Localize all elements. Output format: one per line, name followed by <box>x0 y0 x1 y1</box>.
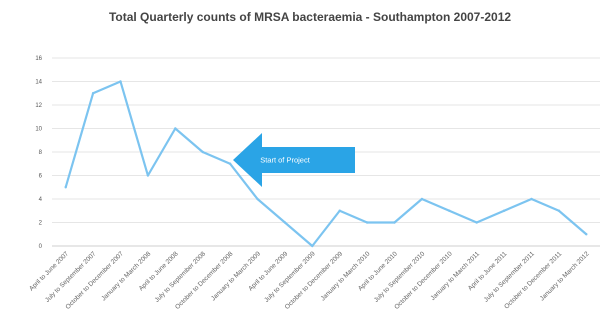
x-tick-label: July to September 2007 <box>44 250 98 304</box>
data-point <box>64 186 67 189</box>
x-tick-label: January to March 2011 <box>429 250 481 302</box>
y-axis-ticks: 0 2 4 6 8 10 12 14 16 <box>35 56 42 250</box>
x-tick-label: July to September 2010 <box>373 250 427 304</box>
y-tick-label: 6 <box>39 174 43 180</box>
data-point <box>448 209 451 212</box>
data-point <box>557 209 561 212</box>
data-point <box>420 197 424 201</box>
y-tick-label: 8 <box>39 150 43 156</box>
y-tick-label: 16 <box>35 56 42 62</box>
data-point <box>201 150 204 154</box>
data-point <box>91 92 95 95</box>
annotation-layer: Start of Project <box>233 133 355 187</box>
x-tick-label: January to March 2010 <box>320 250 372 302</box>
annotation-arrow <box>233 133 355 187</box>
data-point <box>585 233 588 236</box>
data-point <box>283 221 287 224</box>
data-point <box>119 80 122 83</box>
chart-title: Total Quarterly counts of MRSA bacteraem… <box>108 10 512 24</box>
data-point <box>530 197 533 201</box>
data-point <box>338 209 341 212</box>
x-tick-label: July to September 2009 <box>263 250 317 304</box>
x-tick-label: January to March 2012 <box>539 250 591 302</box>
series-layer <box>64 80 588 248</box>
data-point <box>311 244 314 248</box>
data-point <box>365 221 369 224</box>
data-point <box>502 209 506 212</box>
x-tick-label: July to September 2008 <box>154 250 208 304</box>
y-tick-label: 12 <box>35 103 42 109</box>
y-tick-label: 0 <box>39 244 43 250</box>
y-tick-label: 14 <box>35 80 42 86</box>
data-point <box>475 221 478 224</box>
x-tick-label: January to March 2008 <box>100 250 152 302</box>
y-tick-label: 4 <box>39 197 43 203</box>
data-point <box>146 174 150 177</box>
x-tick-label: January to March 2009 <box>210 250 262 302</box>
data-point <box>174 127 177 130</box>
annotation-text: Start of Project <box>260 156 311 165</box>
data-point <box>393 221 396 224</box>
y-tick-label: 10 <box>35 127 42 133</box>
x-tick-label: July to September 2011 <box>483 250 536 303</box>
data-point <box>228 162 232 165</box>
data-point <box>256 197 259 201</box>
y-tick-label: 2 <box>39 221 43 227</box>
series-line <box>64 80 588 248</box>
